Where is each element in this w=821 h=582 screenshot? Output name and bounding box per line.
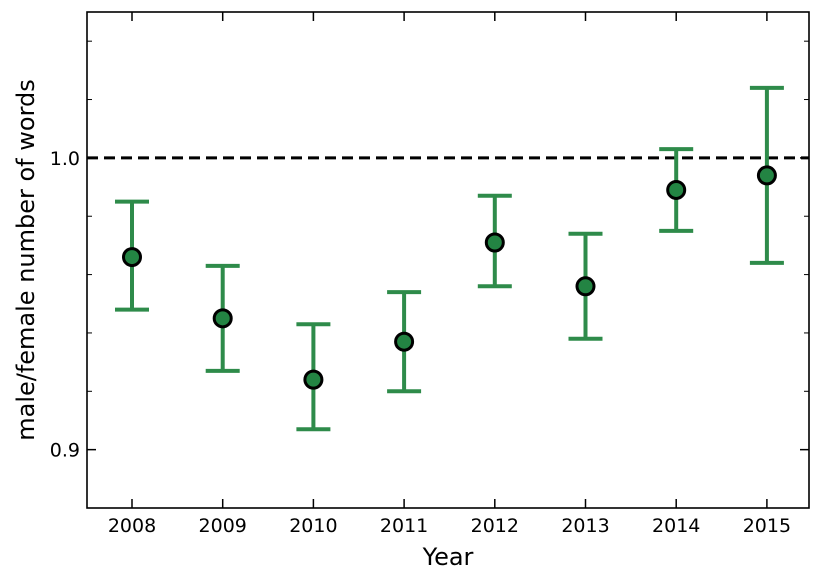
x-tick-label: 2012: [471, 515, 519, 537]
x-tick-label: 2013: [561, 515, 609, 537]
x-tick-labels: 2008 2009 2010 2011 2012 2013 2014 2015: [108, 515, 791, 537]
x-tick-label: 2014: [652, 515, 700, 537]
data-point: [575, 276, 596, 297]
data-point: [122, 247, 142, 268]
data-point: [212, 308, 233, 329]
data-point: [756, 165, 777, 186]
x-axis-label: Year: [422, 543, 474, 571]
y-tick-label: 0.9: [50, 440, 80, 462]
x-tick-label: 2008: [108, 515, 156, 537]
x-tick-label: 2009: [199, 515, 247, 537]
x-tick-label: 2011: [380, 515, 428, 537]
data-point: [666, 179, 687, 200]
x-tick-label: 2010: [289, 515, 337, 537]
y-axis-label: male/female number of words: [12, 79, 40, 441]
plot-frame: [86, 11, 810, 509]
data-point: [303, 369, 324, 390]
y-tick-label: 1.0: [50, 148, 80, 170]
data-points: [122, 165, 777, 390]
x-tick-label: 2015: [743, 515, 791, 537]
data-point: [394, 331, 415, 352]
y-tick-labels: 0.9 1.0: [50, 148, 80, 462]
data-point: [484, 232, 505, 253]
